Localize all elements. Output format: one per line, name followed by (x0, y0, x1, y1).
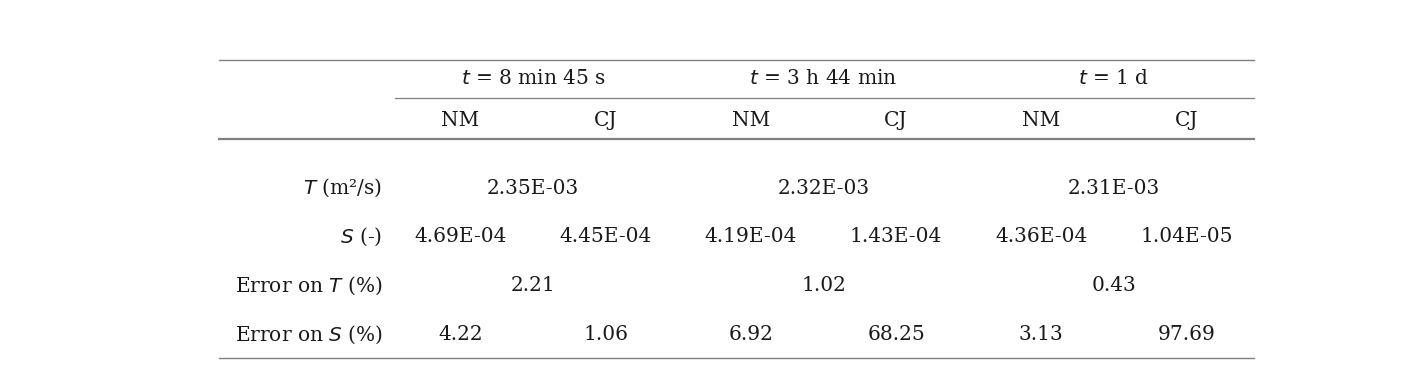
Text: $t$ = 1 d: $t$ = 1 d (1079, 69, 1149, 88)
Text: 2.31E-03: 2.31E-03 (1068, 178, 1161, 197)
Text: 1.02: 1.02 (801, 276, 846, 295)
Text: 2.32E-03: 2.32E-03 (777, 178, 870, 197)
Text: NM: NM (441, 111, 479, 130)
Text: 4.22: 4.22 (438, 325, 483, 344)
Text: 4.69E-04: 4.69E-04 (414, 228, 507, 247)
Text: $t$ = 3 h 44 min: $t$ = 3 h 44 min (749, 69, 898, 88)
Text: 2.21: 2.21 (511, 276, 555, 295)
Text: 1.04E-05: 1.04E-05 (1141, 228, 1232, 247)
Text: $T$ (m²/s): $T$ (m²/s) (303, 177, 382, 199)
Text: 6.92: 6.92 (728, 325, 773, 344)
Text: 4.45E-04: 4.45E-04 (559, 228, 652, 247)
Text: 2.35E-03: 2.35E-03 (488, 178, 579, 197)
Text: 4.19E-04: 4.19E-04 (705, 228, 797, 247)
Text: NM: NM (1023, 111, 1061, 130)
Text: 97.69: 97.69 (1158, 325, 1215, 344)
Text: $S$ (-): $S$ (-) (340, 226, 382, 248)
Text: 1.06: 1.06 (583, 325, 628, 344)
Text: CJ: CJ (1175, 111, 1198, 130)
Text: 0.43: 0.43 (1092, 276, 1137, 295)
Text: Error on $T$ (%): Error on $T$ (%) (235, 275, 382, 297)
Text: 68.25: 68.25 (867, 325, 924, 344)
Text: 3.13: 3.13 (1019, 325, 1064, 344)
Text: NM: NM (732, 111, 770, 130)
Text: 1.43E-04: 1.43E-04 (850, 228, 943, 247)
Text: $t$ = 8 min 45 s: $t$ = 8 min 45 s (461, 69, 606, 88)
Text: 4.36E-04: 4.36E-04 (995, 228, 1087, 247)
Text: Error on $S$ (%): Error on $S$ (%) (235, 324, 382, 346)
Text: CJ: CJ (884, 111, 908, 130)
Text: CJ: CJ (594, 111, 617, 130)
